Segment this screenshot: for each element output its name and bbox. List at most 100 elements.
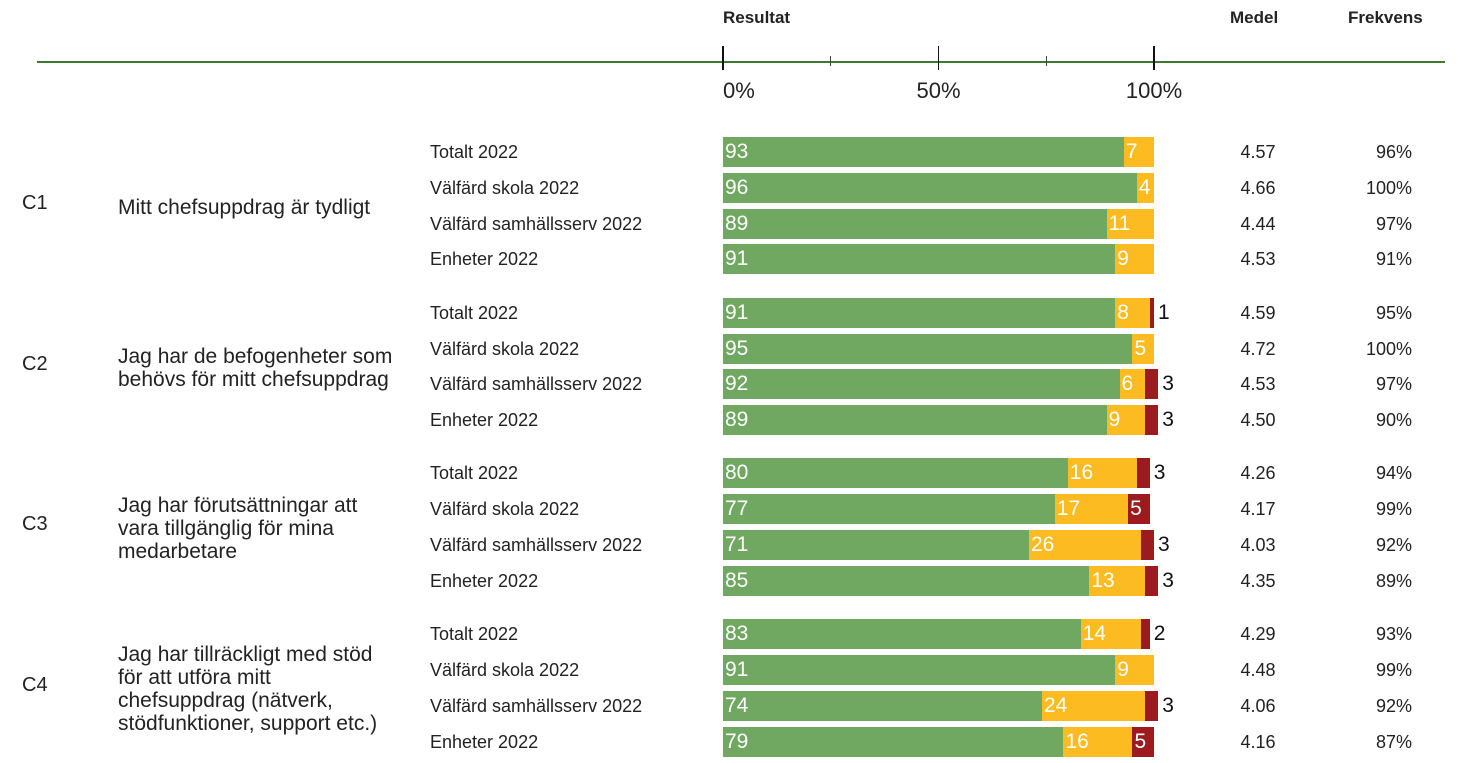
- bar-segment: [1132, 726, 1154, 757]
- value-label: 9: [1117, 247, 1129, 271]
- value-label: 71: [725, 533, 749, 556]
- bar-segment: [1106, 405, 1146, 436]
- bar-segment: [1029, 530, 1142, 560]
- frequency: 99%: [1375, 499, 1412, 520]
- result-header: Resultat: [723, 8, 791, 27]
- bar-segment: [1136, 458, 1150, 489]
- bar-segment: [1145, 690, 1159, 721]
- frequency: 91%: [1375, 249, 1412, 270]
- row-label: Välfärd skola 2022: [430, 338, 580, 359]
- frequency: 95%: [1375, 302, 1412, 323]
- frequency: 87%: [1375, 731, 1412, 752]
- bar-segment: [1080, 619, 1142, 650]
- x-minor-tick: [830, 56, 832, 66]
- x-tick: [722, 46, 724, 70]
- row-label: Totalt 2022: [430, 463, 519, 484]
- value-label: 16: [1065, 729, 1089, 753]
- value-label: 4: [1138, 175, 1151, 199]
- question: Jag har tillräckligt med stöd för att ut…: [118, 643, 378, 736]
- row-label: Enheter 2022: [430, 570, 539, 591]
- question: Jag har förutsättningar att vara tillgän…: [118, 493, 358, 563]
- bar-segment: [1141, 619, 1150, 650]
- bar-segment: [1089, 565, 1146, 596]
- mean: 4.57: [1240, 142, 1276, 162]
- value-label: 14: [1082, 622, 1107, 646]
- bar-segment: [1115, 654, 1154, 685]
- value-label: 83: [725, 622, 749, 646]
- bar-segment: [723, 458, 1068, 489]
- value-label: 26: [1031, 533, 1055, 556]
- row-label: Enheter 2022: [430, 731, 539, 752]
- value-label: 3: [1158, 533, 1170, 556]
- row-label: Enheter 2022: [430, 410, 539, 431]
- bar-segment: [1115, 244, 1154, 275]
- value-label: 89: [725, 408, 749, 432]
- value-label: 8: [1117, 300, 1129, 324]
- bar-segment: [1145, 405, 1159, 436]
- value-label: 5: [1134, 336, 1147, 360]
- mean: 4.29: [1240, 624, 1276, 645]
- mean: 4.06: [1240, 695, 1276, 716]
- x-tick-label: 50%: [916, 78, 961, 103]
- row-label: Välfärd skola 2022: [430, 659, 580, 680]
- value-label: 5: [1134, 729, 1147, 753]
- mean: 4.72: [1240, 338, 1276, 359]
- mean: 4.17: [1240, 499, 1276, 520]
- group-code: C2: [22, 352, 48, 375]
- bar-segment: [723, 565, 1090, 596]
- group-code: C1: [22, 192, 48, 214]
- bar-segment: [723, 137, 1124, 167]
- value-label: 77: [725, 497, 749, 521]
- mean-header: Medel: [1230, 8, 1279, 27]
- value-label: 80: [725, 461, 749, 485]
- row-label: Välfärd samhällsserv 2022: [430, 535, 643, 555]
- bar-segment: [723, 654, 1116, 685]
- value-label: 16: [1069, 461, 1094, 485]
- bar-segment: [1149, 297, 1154, 328]
- frequency-header: Frekvens: [1348, 8, 1423, 27]
- row-label: Välfärd skola 2022: [430, 177, 580, 198]
- frequency: 99%: [1375, 659, 1412, 680]
- bar-segment: [1141, 530, 1154, 560]
- bar-segment: [723, 494, 1055, 525]
- frequency: 94%: [1375, 463, 1412, 484]
- bar-segment: [1119, 369, 1146, 400]
- frequency: 92%: [1375, 695, 1412, 716]
- row-label: Välfärd samhällsserv 2022: [430, 213, 643, 234]
- mean: 4.16: [1240, 731, 1276, 752]
- value-label: 3: [1162, 693, 1174, 717]
- question: Mitt chefsuppdrag är tydligt: [118, 195, 371, 219]
- bar-segment: [1123, 137, 1154, 167]
- bar-segment: [723, 208, 1107, 239]
- value-label: 89: [725, 211, 749, 235]
- bar-segment: [1128, 494, 1150, 525]
- group-code: C3: [22, 513, 48, 536]
- value-label: 11: [1108, 211, 1131, 235]
- bar-segment: [1067, 458, 1137, 489]
- mean: 4.53: [1240, 249, 1276, 270]
- frequency: 92%: [1375, 535, 1412, 555]
- bar-segment: [1041, 690, 1146, 721]
- row-label: Totalt 2022: [430, 142, 519, 162]
- mean: 4.66: [1240, 177, 1276, 198]
- mean: 4.59: [1240, 302, 1276, 323]
- bar-segment: [723, 726, 1064, 757]
- value-label: 6: [1121, 372, 1134, 396]
- frequency: 97%: [1375, 213, 1412, 234]
- bar-segment: [1136, 172, 1154, 203]
- value-label: 7: [1125, 140, 1138, 163]
- value-label: 3: [1162, 568, 1174, 592]
- bar-segment: [723, 619, 1081, 650]
- value-label: 1: [1158, 300, 1170, 324]
- frequency: 100%: [1365, 338, 1412, 359]
- bar-segment: [1145, 369, 1159, 400]
- value-label: 91: [725, 300, 749, 324]
- value-label: 5: [1130, 497, 1142, 521]
- mean: 4.35: [1240, 570, 1276, 591]
- frequency: 96%: [1375, 142, 1412, 162]
- header-rule: [37, 61, 1445, 63]
- x-tick: [937, 46, 939, 70]
- x-tick-label: 0%: [723, 78, 755, 103]
- bar-segment: [1063, 726, 1133, 757]
